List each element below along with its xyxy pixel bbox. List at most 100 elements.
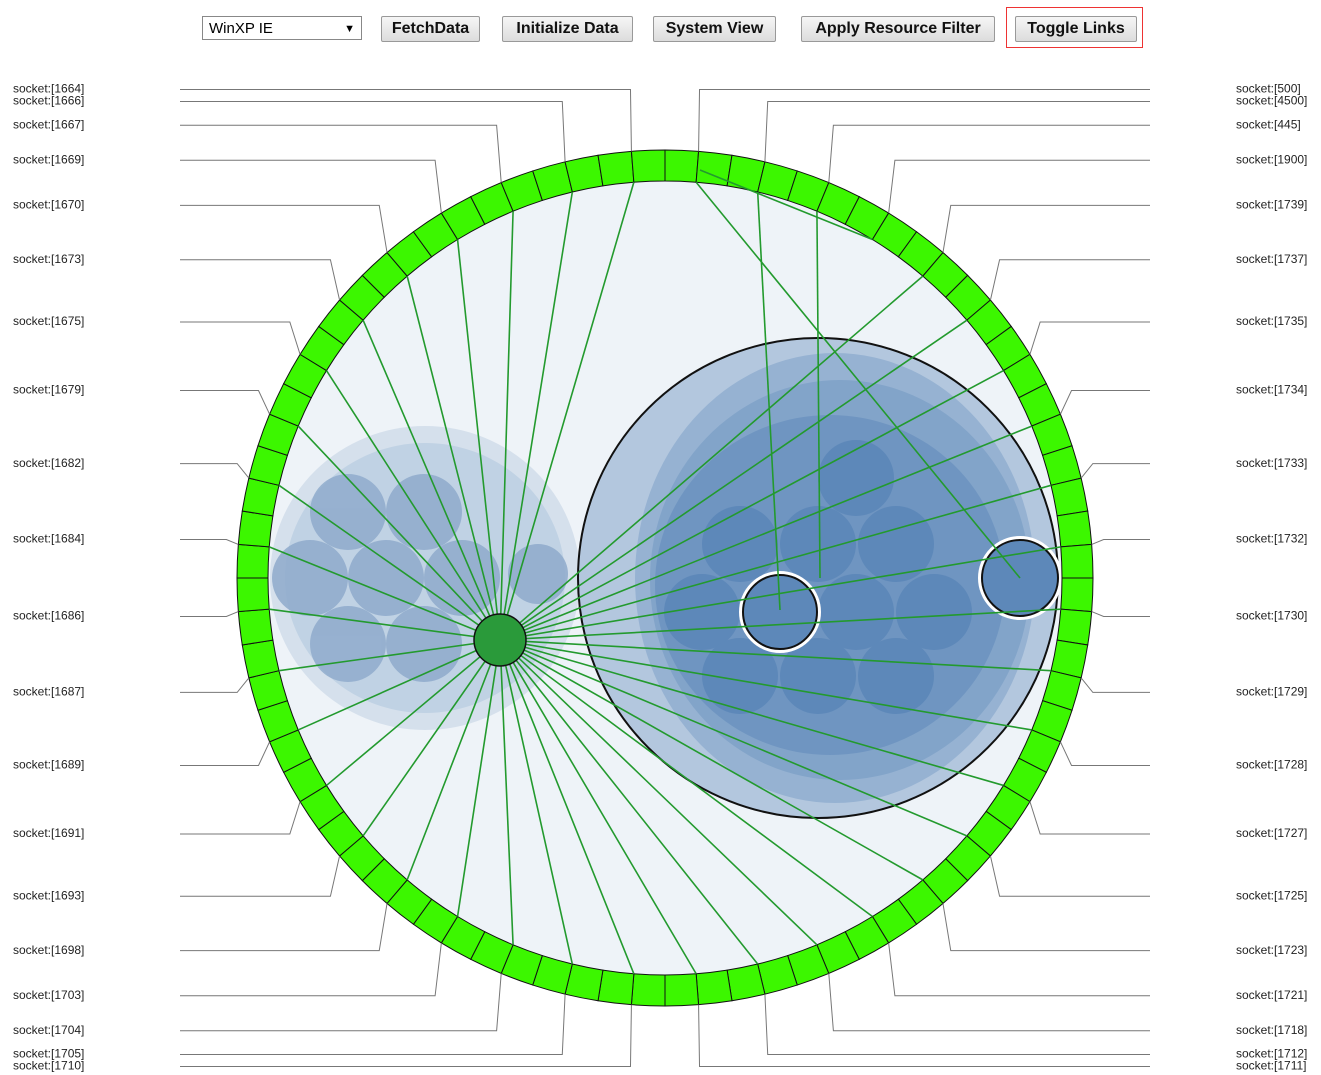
leader-line xyxy=(180,389,271,415)
leader-line xyxy=(180,801,301,835)
link xyxy=(499,319,968,641)
ring-segment xyxy=(237,510,274,548)
ring-segment xyxy=(597,150,635,187)
socket-label: socket:[1723] xyxy=(1236,943,1307,957)
socket-label: socket:[1718] xyxy=(1236,1023,1307,1037)
leader-line xyxy=(180,159,442,214)
leader-line xyxy=(180,463,250,479)
socket-label: socket:[1675] xyxy=(13,314,84,328)
selected-bubble xyxy=(742,574,818,650)
leader-line xyxy=(180,903,388,952)
socket-label: socket:[1728] xyxy=(1236,758,1307,772)
socket-label: socket:[1900] xyxy=(1236,152,1307,166)
leader-line xyxy=(180,101,566,162)
leader-line xyxy=(180,259,341,301)
leader-line xyxy=(942,204,1150,253)
leader-line xyxy=(180,1004,632,1067)
link xyxy=(278,639,501,672)
ring-segment xyxy=(664,973,700,1007)
link xyxy=(499,425,1033,641)
links xyxy=(268,169,1061,975)
leader-line xyxy=(1091,611,1150,617)
leader-line xyxy=(989,259,1150,301)
ring-segment xyxy=(1060,577,1094,613)
leader-line xyxy=(180,677,250,693)
button[interactable]: System View xyxy=(653,16,776,42)
link xyxy=(499,639,759,965)
ring xyxy=(236,149,1094,1007)
ring-segment xyxy=(241,639,280,679)
button[interactable]: FetchData xyxy=(381,16,480,42)
ring-segment xyxy=(726,963,766,1002)
leader-line xyxy=(1091,539,1150,545)
bubbles xyxy=(664,440,972,714)
ring-segment xyxy=(597,969,635,1006)
leader-line xyxy=(888,159,1150,214)
link xyxy=(499,369,1004,641)
link xyxy=(499,639,1004,787)
button[interactable]: Toggle Links xyxy=(1015,16,1137,42)
leader-line xyxy=(698,89,1150,152)
button[interactable]: Initialize Data xyxy=(502,16,633,42)
leader-line xyxy=(888,942,1150,997)
socket-label: socket:[1686] xyxy=(13,609,84,623)
link xyxy=(406,639,501,881)
socket-label: socket:[1739] xyxy=(1236,198,1307,212)
leader-line xyxy=(1080,463,1150,479)
ring-segment xyxy=(695,969,733,1006)
ring-segment xyxy=(1060,543,1094,579)
leader-line xyxy=(764,101,1150,162)
link xyxy=(499,275,924,641)
link xyxy=(456,239,501,641)
button[interactable]: Apply Resource Filter xyxy=(801,16,995,42)
leader-line xyxy=(180,321,301,355)
socket-label: socket:[1687] xyxy=(13,685,84,699)
socket-label: socket:[1691] xyxy=(13,826,84,840)
select-text: WinXP IE xyxy=(209,20,273,37)
link xyxy=(325,639,501,787)
leader-line xyxy=(180,741,271,767)
socket-label: socket:[4500] xyxy=(1236,94,1307,108)
ring-segment xyxy=(236,543,270,579)
ring-segment xyxy=(237,608,274,646)
leader-line xyxy=(180,942,442,997)
socket-label: socket:[1684] xyxy=(13,532,84,546)
link xyxy=(456,639,501,917)
link xyxy=(499,639,818,946)
leader-line xyxy=(1059,389,1150,415)
link xyxy=(362,639,501,837)
socket-label: socket:[1669] xyxy=(13,152,84,166)
select-arrow: ▼ xyxy=(344,23,355,35)
socket-label: socket:[1682] xyxy=(13,456,84,470)
socket-label: socket:[1735] xyxy=(1236,314,1307,328)
leader-line xyxy=(698,1004,1150,1067)
view-base xyxy=(268,181,1062,975)
socket-label: socket:[1734] xyxy=(1236,383,1307,397)
socket-label: socket:[1698] xyxy=(13,943,84,957)
socket-label: socket:[1711] xyxy=(1236,1059,1307,1073)
socket-label: socket:[445] xyxy=(1236,117,1301,131)
socket-label: socket:[1730] xyxy=(1236,609,1307,623)
link xyxy=(499,639,697,975)
socket-label: socket:[1727] xyxy=(1236,826,1307,840)
socket-label: socket:[1737] xyxy=(1236,252,1307,266)
leader-line xyxy=(180,89,632,152)
socket-label: socket:[1712] xyxy=(1236,1047,1307,1061)
link xyxy=(499,608,1061,641)
leader-line xyxy=(828,973,1150,1032)
socket-label: socket:[1705] xyxy=(13,1047,84,1061)
link xyxy=(756,191,781,611)
link xyxy=(499,639,873,918)
ring-segment xyxy=(664,149,700,183)
socket-label: socket:[1704] xyxy=(13,1023,84,1037)
socket-label: socket:[500] xyxy=(1236,82,1301,96)
leader-line xyxy=(942,903,1150,952)
link xyxy=(699,169,873,241)
ring-segment xyxy=(1050,477,1089,517)
link xyxy=(695,181,1021,579)
link xyxy=(268,546,501,641)
socket-label: socket:[1725] xyxy=(1236,888,1307,902)
os-select[interactable]: WinXP IE ▼ xyxy=(202,16,362,40)
selected-bubble xyxy=(981,539,1059,617)
